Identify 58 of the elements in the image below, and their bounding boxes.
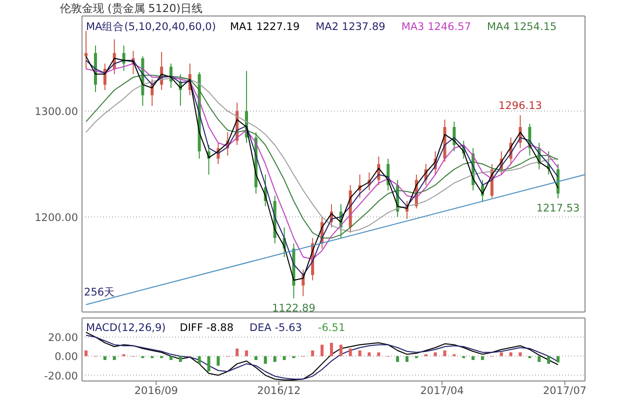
- y-tick-label: 20.00: [48, 332, 78, 344]
- bar: [472, 356, 475, 360]
- legend-title: MA组合(5,10,20,40,60,0): [86, 20, 216, 33]
- text: MA2 1237.89: [316, 21, 386, 33]
- text: DIFF -8.88: [180, 322, 234, 334]
- bar: [103, 356, 106, 360]
- bar: [198, 356, 201, 364]
- bar: [339, 344, 342, 356]
- bar: [178, 356, 182, 362]
- y-tick-label: 1200.00: [34, 212, 78, 224]
- bar: [112, 356, 116, 360]
- bar: [311, 350, 314, 356]
- text: MA3 1246.57: [401, 21, 471, 33]
- x-tick-label: 2017/07: [542, 385, 587, 397]
- bar: [170, 356, 173, 360]
- y-tick-label: -20.00: [44, 370, 78, 382]
- bar: [254, 356, 258, 360]
- bar: [282, 356, 286, 360]
- bar: [377, 352, 380, 356]
- bar: [434, 352, 437, 356]
- x-tick-label: 2016/12: [257, 385, 301, 397]
- bar: [481, 356, 484, 360]
- annotation: 1217.53: [536, 202, 580, 214]
- bar: [358, 350, 362, 356]
- bar: [547, 356, 550, 364]
- legend-title: MACD(12,26,9): [86, 322, 166, 334]
- bar: [443, 350, 446, 356]
- bar: [320, 344, 324, 356]
- text: MA4 1254.15: [487, 21, 557, 33]
- x-tick-label: 2017/04: [420, 385, 464, 397]
- bar: [84, 350, 88, 356]
- annotation: 1122.89: [272, 302, 316, 314]
- bar: [538, 356, 541, 362]
- bar: [500, 352, 503, 356]
- bar: [330, 342, 333, 356]
- bar: [273, 356, 276, 362]
- text: DEA -5.63: [250, 322, 302, 334]
- bar: [396, 356, 400, 362]
- annotation: 1296.13: [498, 100, 542, 112]
- bar: [405, 356, 408, 362]
- bar: [245, 350, 248, 356]
- bar: [509, 352, 512, 356]
- bar: [348, 348, 352, 356]
- bar: [556, 356, 560, 362]
- bar: [518, 352, 522, 356]
- bar: [236, 348, 239, 356]
- y-tick-label: 0.00: [54, 351, 78, 364]
- y-tick-label: 1300.00: [34, 106, 78, 118]
- bar: [216, 356, 220, 366]
- candlestick: [84, 30, 88, 70]
- text: MA1 1227.19: [230, 21, 300, 33]
- bar: [368, 352, 371, 356]
- annotation: 256天: [84, 286, 116, 299]
- x-tick-label: 2016/09: [134, 385, 178, 397]
- series-label: -6.51: [318, 322, 346, 334]
- bar: [264, 356, 267, 364]
- bar: [207, 356, 210, 372]
- chart-title: 伦敦金现 (贵金属 5120)日线: [60, 2, 203, 15]
